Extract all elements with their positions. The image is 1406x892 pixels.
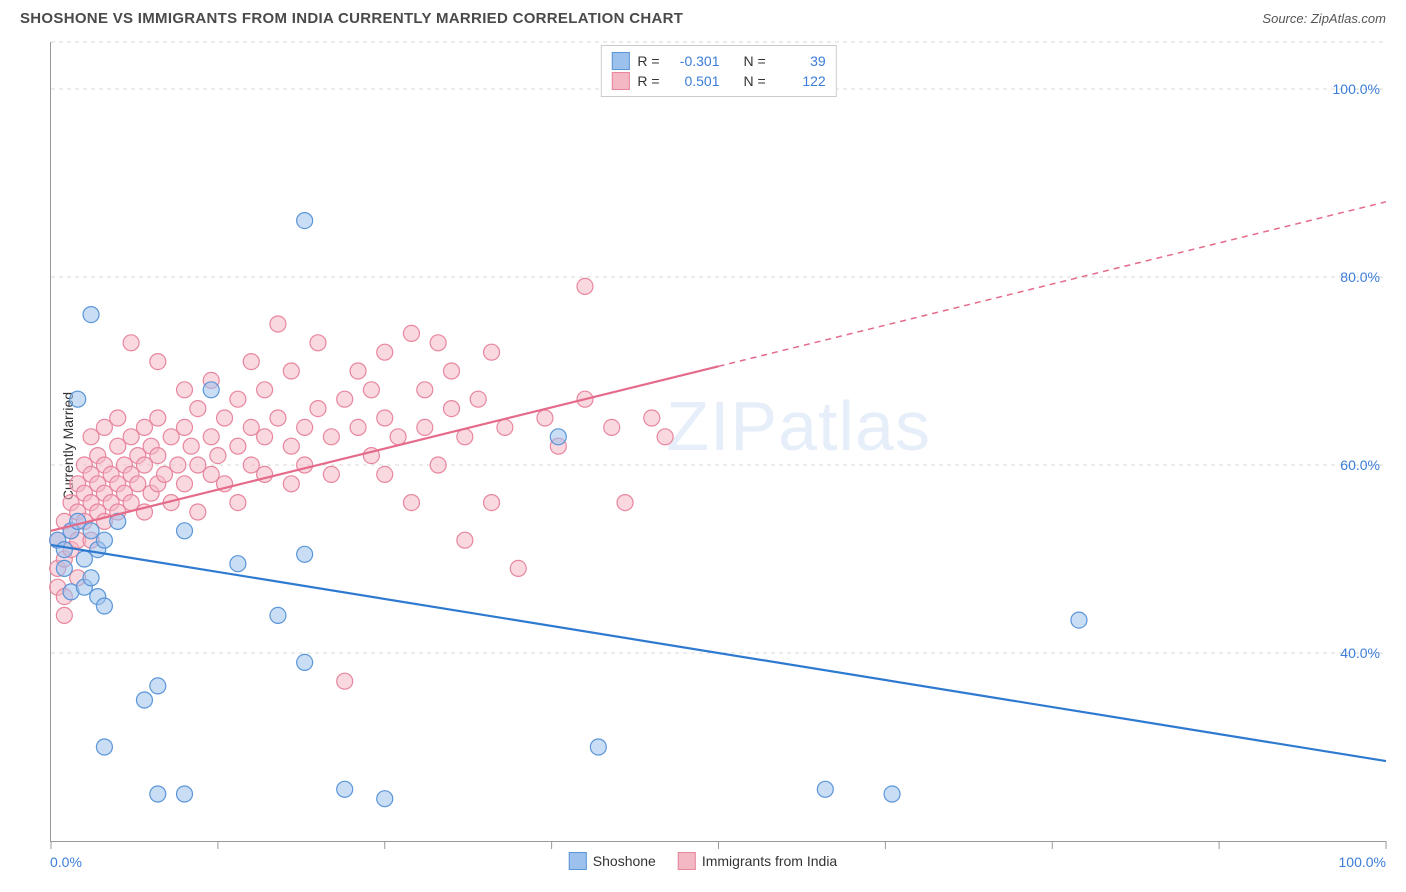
legend-item-shoshone: Shoshone <box>569 852 656 870</box>
correlation-legend: R = -0.301 N = 39 R = 0.501 N = 122 <box>600 45 836 97</box>
legend-label-shoshone: Shoshone <box>593 853 656 869</box>
r-value-india: 0.501 <box>668 73 720 89</box>
n-value-shoshone: 39 <box>774 53 826 69</box>
source-label: Source: <box>1262 11 1307 26</box>
source-attribution: Source: ZipAtlas.com <box>1262 11 1386 26</box>
chart-plot-area: R = -0.301 N = 39 R = 0.501 N = 122 ZIPa… <box>50 42 1386 842</box>
y-tick-label: 40.0% <box>1340 645 1380 661</box>
chart-title: SHOSHONE VS IMMIGRANTS FROM INDIA CURREN… <box>20 10 683 27</box>
x-start-label: 0.0% <box>50 854 82 870</box>
scatter-svg <box>51 42 1386 841</box>
legend-item-india: Immigrants from India <box>678 852 837 870</box>
y-tick-label: 80.0% <box>1340 269 1380 285</box>
r-label: R = <box>637 73 659 89</box>
r-value-shoshone: -0.301 <box>668 53 720 69</box>
swatch-shoshone <box>569 852 587 870</box>
y-tick-label: 100.0% <box>1333 81 1380 97</box>
swatch-india <box>678 852 696 870</box>
x-end-label: 100.0% <box>1339 854 1386 870</box>
swatch-shoshone <box>611 52 629 70</box>
source-value: ZipAtlas.com <box>1311 11 1386 26</box>
n-value-india: 122 <box>774 73 826 89</box>
chart-header: SHOSHONE VS IMMIGRANTS FROM INDIA CURREN… <box>0 0 1406 31</box>
n-label: N = <box>744 53 766 69</box>
y-tick-label: 60.0% <box>1340 457 1380 473</box>
swatch-india <box>611 72 629 90</box>
legend-row-shoshone: R = -0.301 N = 39 <box>611 51 825 71</box>
series-legend: Shoshone Immigrants from India <box>569 852 837 870</box>
legend-row-india: R = 0.501 N = 122 <box>611 71 825 91</box>
legend-label-india: Immigrants from India <box>702 853 837 869</box>
r-label: R = <box>637 53 659 69</box>
n-label: N = <box>744 73 766 89</box>
